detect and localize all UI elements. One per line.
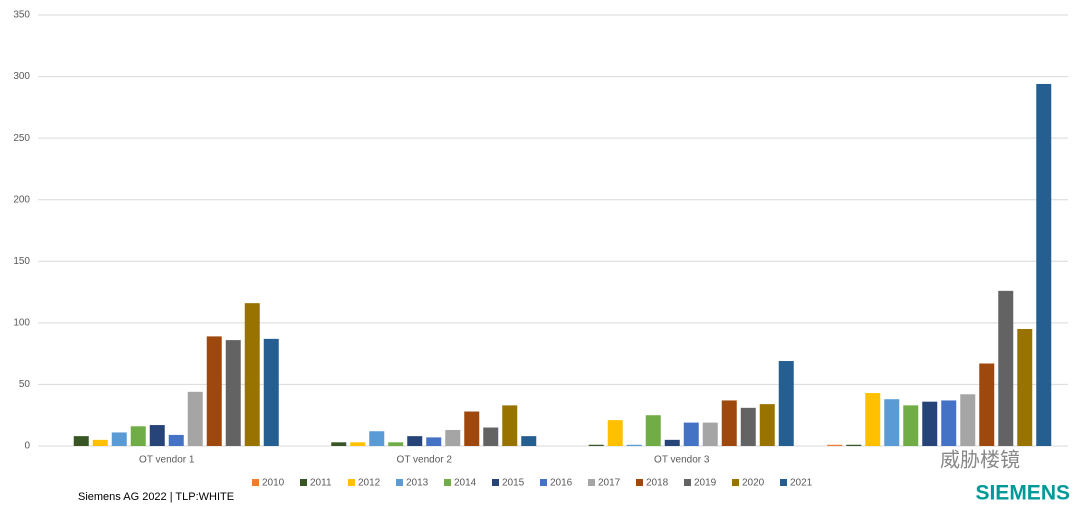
bar bbox=[225, 340, 241, 446]
legend-label: 2013 bbox=[406, 478, 429, 489]
bar bbox=[998, 290, 1014, 446]
legend-swatch bbox=[444, 479, 451, 486]
legend-swatch bbox=[684, 479, 691, 486]
bar bbox=[721, 400, 737, 446]
bar bbox=[903, 405, 919, 446]
bar bbox=[350, 442, 366, 446]
legend-label: 2011 bbox=[310, 478, 332, 489]
legend-swatch bbox=[348, 479, 355, 486]
bar bbox=[187, 391, 203, 446]
bar bbox=[664, 439, 680, 446]
legend-swatch bbox=[252, 479, 259, 486]
bar bbox=[827, 444, 843, 446]
bar bbox=[979, 363, 995, 446]
legend-label: 2014 bbox=[454, 478, 477, 489]
watermark: 威胁楼镜 bbox=[940, 448, 1020, 471]
bar bbox=[445, 429, 461, 446]
bar bbox=[607, 420, 623, 446]
legend-label: 2021 bbox=[790, 478, 813, 489]
bar bbox=[464, 411, 480, 446]
bar bbox=[502, 405, 518, 446]
legend-swatch bbox=[300, 479, 307, 486]
x-tick-label: OT vendor 1 bbox=[139, 455, 195, 466]
x-tick-label: OT vendor 3 bbox=[654, 455, 710, 466]
bar bbox=[149, 425, 165, 446]
y-tick-label: 300 bbox=[13, 71, 30, 82]
bar bbox=[702, 422, 718, 446]
legend-swatch bbox=[732, 479, 739, 486]
bar bbox=[426, 437, 442, 446]
bar bbox=[111, 432, 127, 446]
bar bbox=[846, 444, 862, 446]
bar bbox=[626, 444, 642, 446]
bar bbox=[922, 401, 938, 446]
bar bbox=[941, 400, 957, 446]
legend-label: 2017 bbox=[598, 478, 621, 489]
bar bbox=[331, 442, 347, 446]
y-tick-label: 50 bbox=[19, 379, 31, 390]
bar bbox=[588, 444, 604, 446]
bar bbox=[778, 361, 794, 446]
y-tick-label: 350 bbox=[13, 10, 30, 21]
bar bbox=[865, 393, 881, 446]
x-tick-label: OT vendor 2 bbox=[397, 455, 453, 466]
bar bbox=[884, 399, 900, 446]
bar bbox=[683, 422, 699, 446]
legend-swatch bbox=[636, 479, 643, 486]
footer: Siemens AG 2022 | TLP:WHITE bbox=[78, 491, 234, 503]
bar bbox=[206, 336, 222, 446]
bar bbox=[244, 303, 260, 446]
bar bbox=[369, 431, 385, 446]
y-tick-label: 100 bbox=[13, 317, 30, 328]
legend-label: 2015 bbox=[502, 478, 525, 489]
legend-label: 2010 bbox=[262, 478, 285, 489]
legend-label: 2016 bbox=[550, 478, 573, 489]
bar bbox=[168, 434, 184, 446]
legend-label: 2020 bbox=[742, 478, 765, 489]
y-tick-label: 0 bbox=[24, 441, 30, 452]
bar bbox=[388, 442, 404, 446]
bar bbox=[92, 439, 108, 446]
bar bbox=[1017, 329, 1033, 446]
bar bbox=[740, 407, 756, 446]
bar bbox=[1036, 83, 1052, 447]
y-tick-label: 150 bbox=[13, 256, 30, 267]
legend-label: 2019 bbox=[694, 478, 717, 489]
bar bbox=[960, 394, 976, 446]
legend-swatch bbox=[780, 479, 787, 486]
bar bbox=[130, 426, 146, 446]
bar bbox=[263, 338, 279, 446]
bar bbox=[73, 436, 89, 446]
legend-label: 2012 bbox=[358, 478, 381, 489]
legend-label: 2018 bbox=[646, 478, 669, 489]
logo: SIEMENS bbox=[975, 482, 1070, 505]
y-tick-label: 250 bbox=[13, 133, 30, 144]
bar bbox=[483, 427, 499, 446]
legend-swatch bbox=[540, 479, 547, 486]
bar bbox=[759, 404, 775, 446]
bar bbox=[521, 436, 537, 446]
bar bbox=[407, 436, 423, 446]
legend-swatch bbox=[588, 479, 595, 486]
legend-swatch bbox=[492, 479, 499, 486]
legend-swatch bbox=[396, 479, 403, 486]
y-tick-label: 200 bbox=[13, 194, 30, 205]
bar bbox=[645, 415, 661, 446]
